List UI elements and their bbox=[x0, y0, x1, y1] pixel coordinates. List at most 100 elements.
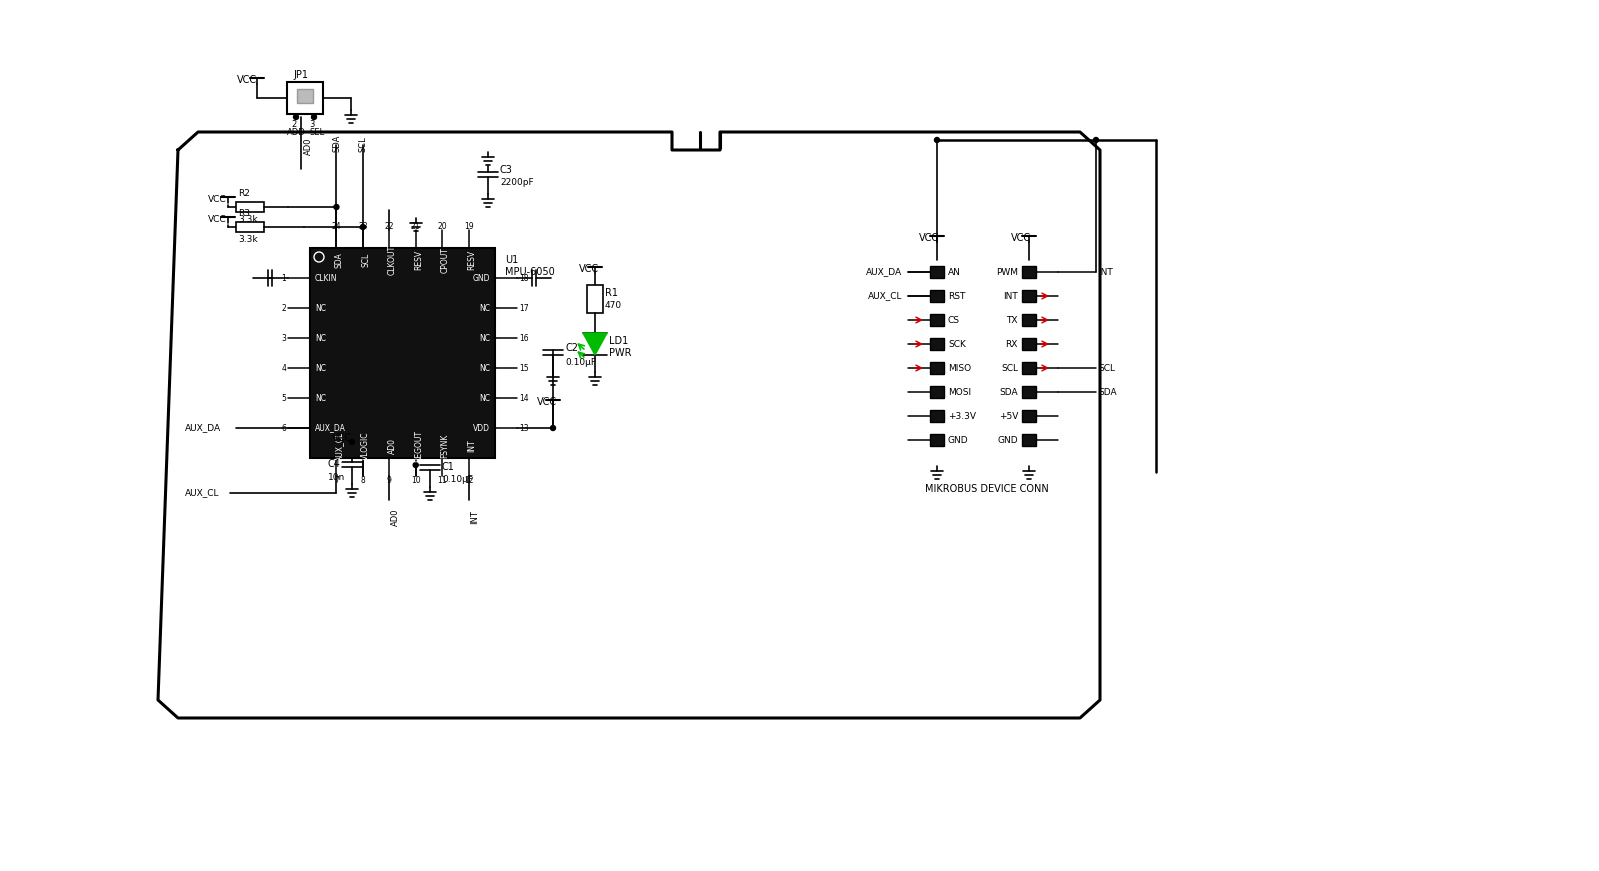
Text: NC: NC bbox=[315, 303, 326, 313]
Text: GND: GND bbox=[948, 436, 969, 444]
Text: 6: 6 bbox=[281, 423, 286, 433]
Text: MOSI: MOSI bbox=[948, 388, 971, 396]
Bar bbox=[1022, 290, 1036, 302]
Text: 18: 18 bbox=[520, 273, 529, 282]
Bar bbox=[1022, 266, 1036, 278]
Text: AD0: AD0 bbox=[304, 138, 313, 155]
Text: C3: C3 bbox=[500, 165, 513, 175]
Text: INT: INT bbox=[1099, 267, 1113, 276]
Text: GND: GND bbox=[472, 273, 489, 282]
Text: VCC: VCC bbox=[208, 214, 227, 224]
Text: MISO: MISO bbox=[948, 363, 971, 373]
Text: 12: 12 bbox=[464, 476, 473, 484]
Text: ADD: ADD bbox=[286, 127, 305, 137]
Text: 21: 21 bbox=[411, 221, 421, 231]
Text: 1: 1 bbox=[281, 273, 286, 282]
Bar bbox=[931, 434, 943, 446]
Text: TX: TX bbox=[1006, 315, 1019, 325]
Text: MPU-6050: MPU-6050 bbox=[505, 267, 555, 277]
Text: R1: R1 bbox=[604, 288, 617, 298]
Text: R3: R3 bbox=[238, 208, 249, 218]
Text: 7: 7 bbox=[334, 476, 339, 484]
Text: 0.10μF: 0.10μF bbox=[441, 475, 473, 483]
Circle shape bbox=[294, 114, 299, 119]
Text: 3.3k: 3.3k bbox=[238, 214, 257, 224]
Text: NC: NC bbox=[480, 334, 489, 342]
Circle shape bbox=[360, 225, 365, 229]
Text: 3: 3 bbox=[309, 119, 315, 129]
Text: CLKOUT: CLKOUT bbox=[389, 245, 397, 275]
Text: 5: 5 bbox=[281, 394, 286, 402]
Circle shape bbox=[312, 114, 317, 119]
Text: SDA: SDA bbox=[999, 388, 1019, 396]
Text: SCL: SCL bbox=[1099, 363, 1115, 373]
Text: 10: 10 bbox=[411, 476, 421, 484]
Text: 9: 9 bbox=[387, 476, 392, 484]
Text: VCC: VCC bbox=[333, 433, 352, 443]
Text: 20: 20 bbox=[438, 221, 448, 231]
Bar bbox=[931, 362, 943, 374]
Text: NC: NC bbox=[315, 334, 326, 342]
Text: NC: NC bbox=[315, 394, 326, 402]
Text: SCK: SCK bbox=[948, 340, 966, 348]
Text: 13: 13 bbox=[520, 423, 529, 433]
Bar bbox=[237, 222, 264, 232]
Bar bbox=[931, 314, 943, 326]
Text: INT: INT bbox=[470, 510, 480, 524]
Text: PWM: PWM bbox=[996, 267, 1019, 276]
Text: AUX_CL: AUX_CL bbox=[185, 489, 219, 497]
Text: NC: NC bbox=[480, 394, 489, 402]
Bar bbox=[310, 248, 496, 458]
Text: AUX_CL: AUX_CL bbox=[334, 431, 344, 461]
Circle shape bbox=[550, 426, 555, 430]
Text: LD1: LD1 bbox=[609, 336, 628, 346]
Text: MIKROBUS DEVICE CONN: MIKROBUS DEVICE CONN bbox=[924, 484, 1049, 494]
Text: PWR: PWR bbox=[609, 348, 632, 358]
Text: 17: 17 bbox=[520, 303, 529, 313]
Text: AUX_CL: AUX_CL bbox=[868, 292, 902, 300]
Text: 15: 15 bbox=[520, 363, 529, 373]
Text: 19: 19 bbox=[464, 221, 473, 231]
Text: 4: 4 bbox=[281, 363, 286, 373]
Text: 3.3k: 3.3k bbox=[238, 234, 257, 244]
Text: SDA: SDA bbox=[334, 252, 344, 268]
Text: CLKIN: CLKIN bbox=[315, 273, 337, 282]
Text: 8: 8 bbox=[360, 476, 365, 484]
Text: 2: 2 bbox=[281, 303, 286, 313]
Bar bbox=[931, 290, 943, 302]
Text: SCL: SCL bbox=[358, 136, 368, 152]
Circle shape bbox=[1094, 138, 1099, 143]
Text: AUX_DA: AUX_DA bbox=[315, 423, 345, 433]
Text: SCL: SCL bbox=[361, 253, 371, 267]
Text: 10n: 10n bbox=[328, 472, 345, 482]
Bar bbox=[931, 410, 943, 422]
Text: CS: CS bbox=[948, 315, 959, 325]
Bar bbox=[1022, 410, 1036, 422]
Text: VCC: VCC bbox=[919, 233, 939, 243]
Bar bbox=[931, 338, 943, 350]
Text: VCC: VCC bbox=[537, 397, 556, 407]
Text: AUX_DA: AUX_DA bbox=[867, 267, 902, 276]
Text: C1: C1 bbox=[441, 462, 454, 472]
Text: 22: 22 bbox=[384, 221, 393, 231]
Text: 23: 23 bbox=[358, 221, 368, 231]
Text: INT: INT bbox=[467, 440, 477, 452]
Text: 470: 470 bbox=[604, 300, 622, 309]
Bar bbox=[587, 285, 603, 313]
Text: VCC: VCC bbox=[237, 75, 257, 85]
Bar bbox=[297, 89, 313, 103]
Text: C4: C4 bbox=[328, 459, 341, 469]
Bar bbox=[1022, 314, 1036, 326]
Bar bbox=[931, 266, 943, 278]
Bar bbox=[1022, 338, 1036, 350]
Text: CPOUT: CPOUT bbox=[441, 247, 449, 273]
Text: 3: 3 bbox=[281, 334, 286, 342]
Text: VCC: VCC bbox=[579, 264, 600, 274]
Text: REGOUT: REGOUT bbox=[414, 430, 424, 462]
Text: RESV: RESV bbox=[467, 250, 477, 270]
Text: +5V: +5V bbox=[999, 411, 1019, 421]
Text: 2: 2 bbox=[291, 119, 296, 129]
Text: 16: 16 bbox=[520, 334, 529, 342]
Bar bbox=[237, 202, 264, 212]
Bar bbox=[1022, 434, 1036, 446]
